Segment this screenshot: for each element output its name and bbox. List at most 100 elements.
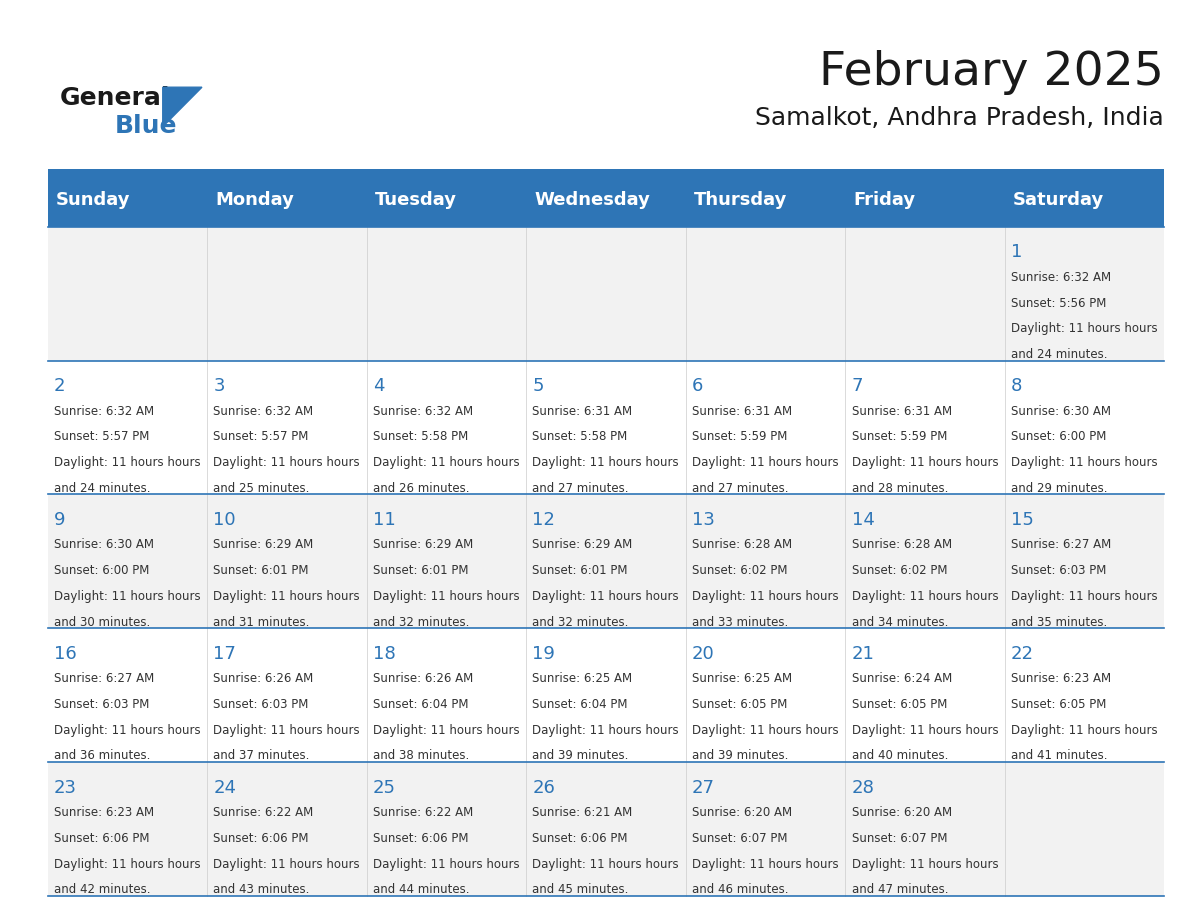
Text: 10: 10 <box>214 511 236 529</box>
Text: Sunrise: 6:30 AM: Sunrise: 6:30 AM <box>53 539 154 552</box>
Text: 21: 21 <box>852 644 874 663</box>
Text: Daylight: 11 hours hours: Daylight: 11 hours hours <box>852 857 998 870</box>
Text: Sunrise: 6:29 AM: Sunrise: 6:29 AM <box>373 539 473 552</box>
Text: Samalkot, Andhra Pradesh, India: Samalkot, Andhra Pradesh, India <box>756 106 1164 129</box>
Text: Sunset: 6:07 PM: Sunset: 6:07 PM <box>693 832 788 845</box>
Text: 13: 13 <box>693 511 715 529</box>
Text: and 40 minutes.: and 40 minutes. <box>852 749 948 763</box>
Text: and 37 minutes.: and 37 minutes. <box>214 749 310 763</box>
Text: Sunrise: 6:25 AM: Sunrise: 6:25 AM <box>532 672 633 686</box>
Text: February 2025: February 2025 <box>820 50 1164 95</box>
Text: and 30 minutes.: and 30 minutes. <box>53 616 150 629</box>
Text: Sunrise: 6:29 AM: Sunrise: 6:29 AM <box>214 539 314 552</box>
Text: Saturday: Saturday <box>1012 191 1104 209</box>
Text: Daylight: 11 hours hours: Daylight: 11 hours hours <box>1011 322 1158 335</box>
Text: Sunset: 6:01 PM: Sunset: 6:01 PM <box>532 565 628 577</box>
Text: Sunrise: 6:22 AM: Sunrise: 6:22 AM <box>214 806 314 819</box>
Text: 25: 25 <box>373 778 396 797</box>
Text: Sunset: 6:02 PM: Sunset: 6:02 PM <box>852 565 947 577</box>
Text: Sunset: 6:05 PM: Sunset: 6:05 PM <box>1011 698 1106 711</box>
Text: Sunset: 6:00 PM: Sunset: 6:00 PM <box>1011 431 1106 443</box>
Bar <box>48 361 1164 495</box>
Text: Sunrise: 6:32 AM: Sunrise: 6:32 AM <box>373 405 473 418</box>
Text: 2: 2 <box>53 377 65 395</box>
Text: Sunset: 6:04 PM: Sunset: 6:04 PM <box>532 698 628 711</box>
Text: Daylight: 11 hours hours: Daylight: 11 hours hours <box>1011 723 1158 737</box>
Text: and 43 minutes.: and 43 minutes. <box>214 883 310 896</box>
Text: Sunrise: 6:31 AM: Sunrise: 6:31 AM <box>852 405 952 418</box>
Text: Sunset: 5:57 PM: Sunset: 5:57 PM <box>53 431 150 443</box>
Text: 26: 26 <box>532 778 555 797</box>
Text: and 47 minutes.: and 47 minutes. <box>852 883 948 896</box>
Text: 11: 11 <box>373 511 396 529</box>
Text: Sunset: 5:59 PM: Sunset: 5:59 PM <box>852 431 947 443</box>
Text: Sunrise: 6:22 AM: Sunrise: 6:22 AM <box>373 806 473 819</box>
Text: 23: 23 <box>53 778 77 797</box>
Text: Daylight: 11 hours hours: Daylight: 11 hours hours <box>852 590 998 603</box>
Text: Sunset: 6:05 PM: Sunset: 6:05 PM <box>693 698 788 711</box>
Text: Sunrise: 6:26 AM: Sunrise: 6:26 AM <box>373 672 473 686</box>
Text: Sunset: 6:05 PM: Sunset: 6:05 PM <box>852 698 947 711</box>
Text: Daylight: 11 hours hours: Daylight: 11 hours hours <box>693 723 839 737</box>
Text: Sunrise: 6:26 AM: Sunrise: 6:26 AM <box>214 672 314 686</box>
Text: 1: 1 <box>1011 243 1023 262</box>
Text: Sunrise: 6:20 AM: Sunrise: 6:20 AM <box>693 806 792 819</box>
Text: Sunset: 5:58 PM: Sunset: 5:58 PM <box>532 431 627 443</box>
Text: Sunset: 5:58 PM: Sunset: 5:58 PM <box>373 431 468 443</box>
Text: Sunset: 5:56 PM: Sunset: 5:56 PM <box>1011 297 1106 309</box>
Bar <box>48 762 1164 896</box>
Text: Daylight: 11 hours hours: Daylight: 11 hours hours <box>53 456 201 469</box>
Bar <box>48 628 1164 762</box>
Text: Daylight: 11 hours hours: Daylight: 11 hours hours <box>373 590 519 603</box>
Text: 19: 19 <box>532 644 555 663</box>
Text: Sunrise: 6:28 AM: Sunrise: 6:28 AM <box>852 539 952 552</box>
Text: and 27 minutes.: and 27 minutes. <box>693 482 789 495</box>
Bar <box>48 495 1164 628</box>
Text: Sunday: Sunday <box>56 191 129 209</box>
Text: 28: 28 <box>852 778 874 797</box>
Text: Sunset: 6:07 PM: Sunset: 6:07 PM <box>852 832 947 845</box>
Text: Daylight: 11 hours hours: Daylight: 11 hours hours <box>532 456 680 469</box>
Text: 9: 9 <box>53 511 65 529</box>
Text: and 26 minutes.: and 26 minutes. <box>373 482 469 495</box>
Text: and 24 minutes.: and 24 minutes. <box>53 482 151 495</box>
Text: and 32 minutes.: and 32 minutes. <box>532 616 628 629</box>
Text: Daylight: 11 hours hours: Daylight: 11 hours hours <box>1011 456 1158 469</box>
Text: Daylight: 11 hours hours: Daylight: 11 hours hours <box>373 723 519 737</box>
Text: Sunrise: 6:32 AM: Sunrise: 6:32 AM <box>53 405 154 418</box>
Text: and 35 minutes.: and 35 minutes. <box>1011 616 1107 629</box>
Text: and 29 minutes.: and 29 minutes. <box>1011 482 1107 495</box>
Text: 18: 18 <box>373 644 396 663</box>
Text: 4: 4 <box>373 377 385 395</box>
Text: 12: 12 <box>532 511 555 529</box>
Text: Daylight: 11 hours hours: Daylight: 11 hours hours <box>852 456 998 469</box>
Text: Sunset: 6:03 PM: Sunset: 6:03 PM <box>1011 565 1106 577</box>
Text: Sunset: 6:01 PM: Sunset: 6:01 PM <box>214 565 309 577</box>
Text: Sunrise: 6:21 AM: Sunrise: 6:21 AM <box>532 806 633 819</box>
Text: and 32 minutes.: and 32 minutes. <box>373 616 469 629</box>
Text: Sunrise: 6:31 AM: Sunrise: 6:31 AM <box>693 405 792 418</box>
Text: Sunrise: 6:24 AM: Sunrise: 6:24 AM <box>852 672 952 686</box>
Text: Sunset: 6:06 PM: Sunset: 6:06 PM <box>53 832 150 845</box>
Text: Sunset: 6:01 PM: Sunset: 6:01 PM <box>373 565 468 577</box>
Text: 27: 27 <box>693 778 715 797</box>
Text: Sunrise: 6:27 AM: Sunrise: 6:27 AM <box>53 672 154 686</box>
Text: and 27 minutes.: and 27 minutes. <box>532 482 628 495</box>
Text: Daylight: 11 hours hours: Daylight: 11 hours hours <box>214 857 360 870</box>
Text: Sunrise: 6:23 AM: Sunrise: 6:23 AM <box>53 806 154 819</box>
Text: and 36 minutes.: and 36 minutes. <box>53 749 150 763</box>
Text: 24: 24 <box>214 778 236 797</box>
Text: 20: 20 <box>693 644 715 663</box>
Text: Sunset: 6:03 PM: Sunset: 6:03 PM <box>53 698 150 711</box>
Text: and 31 minutes.: and 31 minutes. <box>214 616 310 629</box>
Text: Daylight: 11 hours hours: Daylight: 11 hours hours <box>852 723 998 737</box>
Text: Sunrise: 6:32 AM: Sunrise: 6:32 AM <box>214 405 314 418</box>
Text: Sunset: 6:02 PM: Sunset: 6:02 PM <box>693 565 788 577</box>
Text: Sunrise: 6:29 AM: Sunrise: 6:29 AM <box>532 539 633 552</box>
Text: Daylight: 11 hours hours: Daylight: 11 hours hours <box>373 857 519 870</box>
Text: Daylight: 11 hours hours: Daylight: 11 hours hours <box>532 857 680 870</box>
Text: 5: 5 <box>532 377 544 395</box>
Text: 3: 3 <box>214 377 225 395</box>
Text: Daylight: 11 hours hours: Daylight: 11 hours hours <box>1011 590 1158 603</box>
Text: and 46 minutes.: and 46 minutes. <box>693 883 789 896</box>
